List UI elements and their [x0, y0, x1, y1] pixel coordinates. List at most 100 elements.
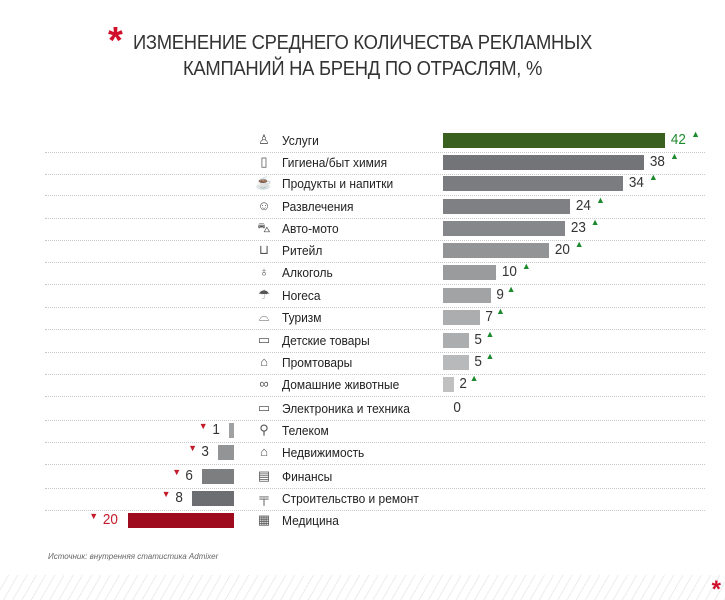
- chart-row: ⌓ Туризм 7 ▲: [45, 306, 705, 330]
- laptop-icon: ▭: [257, 400, 271, 415]
- up-arrow-icon: ▲: [590, 217, 600, 227]
- down-arrow-icon: ▼: [89, 511, 99, 521]
- bar: [202, 469, 234, 484]
- category-label: Недвижимость: [282, 445, 365, 460]
- chart-title: ИЗМЕНЕНИЕ СРЕДНЕГО КОЛИЧЕСТВА РЕКЛАМНЫХ …: [29, 30, 696, 82]
- down-arrow-icon: ▼: [198, 421, 208, 431]
- down-arrow-icon: ▼: [172, 467, 182, 477]
- chart-row: ☂ Horeca 9 ▲: [45, 284, 705, 308]
- bar: [443, 155, 645, 170]
- theater-masks-icon: ☺: [257, 198, 271, 213]
- up-arrow-icon: ▲: [648, 172, 658, 182]
- chart-row: ∞ Домашние животные 2 ▲: [45, 373, 705, 397]
- chart-row: ⌂ Недвижимость 3 ▼: [45, 442, 705, 465]
- up-arrow-icon: ▲: [469, 373, 479, 383]
- bar: [191, 491, 234, 506]
- category-label: Алкоголь: [282, 265, 333, 280]
- category-label: Услуги: [282, 133, 319, 148]
- value-label: 10: [501, 263, 517, 280]
- wallet-icon: ▤: [257, 468, 271, 483]
- value-label: 5: [474, 353, 483, 370]
- source-note: Источник: внутренняя статистика Admixer: [48, 552, 219, 561]
- category-label: Финансы: [282, 469, 333, 484]
- category-label: Horeca: [282, 288, 321, 303]
- bar: [218, 445, 234, 460]
- value-label: 6: [185, 467, 194, 484]
- down-arrow-icon: ▼: [161, 489, 171, 499]
- value-label: 2: [458, 375, 467, 392]
- bar: [443, 133, 666, 148]
- asterisk-logo: *: [108, 20, 123, 62]
- food-icon: ☕: [255, 175, 273, 190]
- chart-row: ☕ Продукты и напитки 34 ▲: [45, 172, 705, 196]
- up-arrow-icon: ▲: [670, 151, 679, 161]
- value-label: 7: [485, 308, 493, 325]
- chart-row: ▭ Электроника и техника 0: [45, 398, 705, 421]
- value-label: 20: [103, 511, 119, 528]
- house-icon: ⌂: [260, 444, 268, 459]
- value-label: 34: [628, 174, 644, 191]
- category-label: Ритейл: [282, 243, 323, 258]
- chart-row: ⛍ Авто-мото 23 ▲: [45, 217, 705, 241]
- bar: [443, 288, 491, 303]
- value-label: 23: [570, 219, 586, 236]
- value-label: 9: [496, 286, 504, 303]
- bar: [443, 310, 481, 325]
- up-arrow-icon: ▲: [485, 329, 495, 339]
- chart-row: ♁ Алкоголь 10 ▲: [45, 261, 705, 285]
- chart-row: ▭ Детские товары 5 ▲: [45, 329, 705, 353]
- chart-row: ♙ Услуги 42 ▲: [45, 129, 705, 153]
- up-arrow-icon: ▲: [595, 195, 605, 205]
- basket-icon: ⌂: [260, 354, 268, 369]
- category-label: Строительство и ремонт: [282, 491, 419, 506]
- bar: [443, 265, 496, 280]
- bar: [443, 355, 470, 370]
- up-arrow-icon: ▲: [506, 284, 516, 294]
- value-label: 1: [212, 421, 220, 438]
- crane-icon: ╤: [259, 490, 269, 505]
- category-label: Промтовары: [282, 355, 353, 370]
- category-label: Телеком: [282, 423, 329, 438]
- bar: [443, 333, 470, 348]
- value-label: 24: [575, 197, 591, 214]
- category-label: Домашние животные: [282, 377, 400, 392]
- category-label: Продукты и напитки: [282, 176, 394, 191]
- chart-row: ⊔ Ритейл 20 ▲: [45, 239, 705, 263]
- value-label: 0: [453, 399, 461, 416]
- car-icon: ⛍: [257, 220, 271, 235]
- bar: [443, 243, 549, 258]
- value-label: 38: [649, 153, 665, 170]
- category-label: Детские товары: [282, 333, 370, 348]
- value-label: 42: [671, 131, 687, 148]
- category-label: Развлечения: [282, 199, 354, 214]
- bar: [443, 377, 454, 392]
- tour-dome-icon: ⌓: [258, 309, 270, 324]
- value-label: 8: [175, 489, 183, 506]
- down-arrow-icon: ▼: [188, 443, 198, 453]
- value-label: 5: [474, 331, 483, 348]
- chart-row: ▦ Медицина 20 ▼: [45, 510, 705, 532]
- category-label: Медицина: [282, 513, 339, 528]
- title-line-2: КАМПАНИЙ НА БРЕНД ПО ОТРАСЛЯМ, %: [182, 58, 543, 80]
- chart-row: ╤ Строительство и ремонт 8 ▼: [45, 488, 705, 511]
- up-arrow-icon: ▲: [521, 261, 531, 271]
- up-arrow-icon: ▲: [691, 129, 701, 139]
- asterisk-logo-small: *: [711, 576, 721, 600]
- chart-row: ⚲ Телеком 1 ▼: [45, 420, 705, 443]
- value-label: 3: [201, 443, 210, 460]
- bar: [443, 221, 565, 236]
- category-label: Туризм: [282, 310, 322, 325]
- chart-row: ▯ Гигиена/быт химия 38 ▲: [45, 151, 705, 175]
- beach-umbrella-icon: ☂: [258, 287, 270, 302]
- bar: [443, 176, 623, 191]
- title-line-1: ИЗМЕНЕНИЕ СРЕДНЕГО КОЛИЧЕСТВА РЕКЛАМНЫХ: [132, 32, 593, 54]
- value-label: 20: [554, 241, 570, 258]
- chart-row: ▤ Финансы 6 ▼: [45, 466, 705, 489]
- bar: [228, 423, 234, 438]
- footer-stripes: [0, 575, 725, 600]
- chart-row: ☺ Развлечения 24 ▲: [45, 195, 705, 219]
- category-label: Электроника и техника: [282, 401, 410, 416]
- person-icon: ♙: [258, 132, 270, 147]
- up-arrow-icon: ▲: [496, 306, 505, 316]
